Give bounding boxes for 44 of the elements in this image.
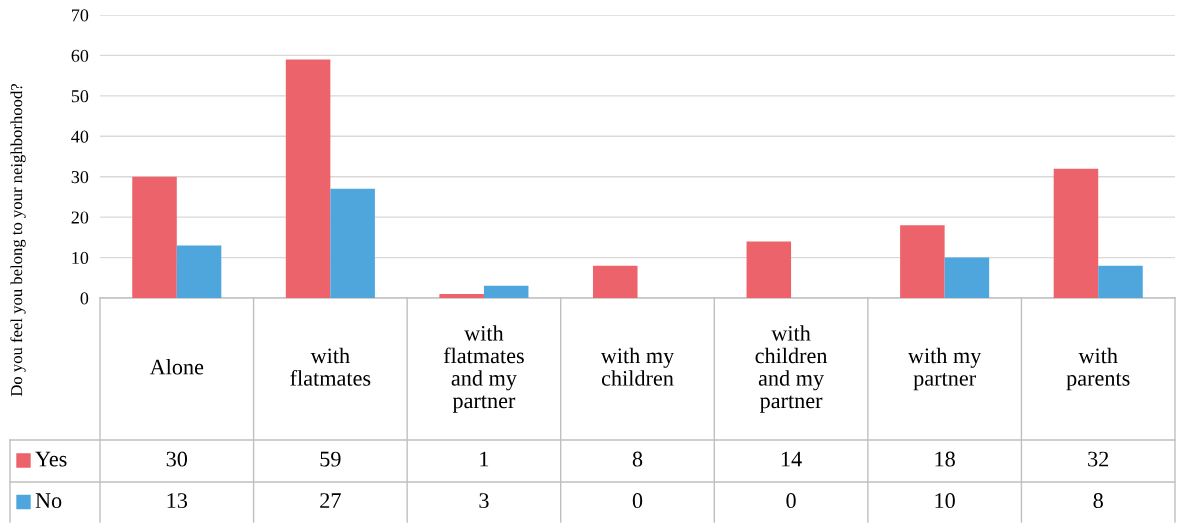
data-label: 0 [786,493,796,509]
y-tick-label: 20 [71,211,89,224]
data-label: 18 [935,451,955,467]
y-tick-label: 60 [71,49,89,62]
data-label: 10 [935,493,955,509]
bar [746,241,792,298]
bar [285,59,331,298]
data-label: 27 [320,493,341,508]
data-label: 32 [1088,451,1109,467]
data-label: 30 [166,451,188,467]
bar [1053,168,1099,298]
data-label: 14 [781,451,802,467]
data-label: 13 [167,493,188,509]
x-tick-label: with my partner [907,347,982,391]
x-tick-label: with flatmates [290,347,371,386]
x-tick-label: Alone [149,358,204,375]
x-tick-label: with my children [600,347,675,386]
bar [439,293,484,298]
y-tick-label: 0 [80,292,89,305]
bar [176,245,222,298]
y-tick-label: 70 [72,9,89,22]
x-tick-label: with parents [1066,347,1130,391]
data-label: 3 [479,493,489,509]
bar [944,257,990,298]
bar [1098,265,1143,298]
bar [132,176,177,298]
y-tick-label: 40 [71,130,89,143]
data-label: 1 [480,451,489,467]
x-tick-label: with flatmates and my partner [443,325,524,413]
data-label: 8 [1093,493,1103,509]
bar [483,285,529,298]
bar [330,188,375,298]
legend-label: No [35,493,62,509]
y-tick-label: 50 [71,90,89,103]
y-axis-title: Do you feel you belong to your neighborhood? [10,84,26,397]
bar [900,225,945,298]
data-label: 0 [632,493,643,509]
y-tick-label: 10 [72,251,89,265]
data-label: 59 [320,451,341,467]
data-label: 8 [632,451,643,467]
x-tick-label: with children and my partner [755,325,828,413]
legend-label: Yes [35,451,67,467]
y-tick-label: 30 [71,170,89,184]
bar [592,265,638,298]
